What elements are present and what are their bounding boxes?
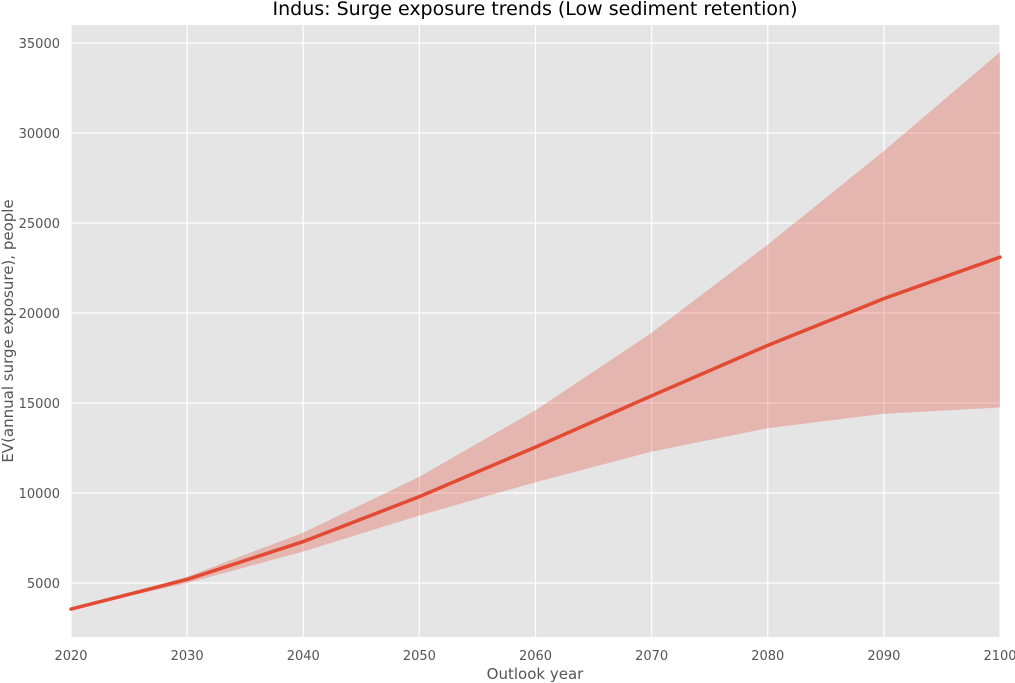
x-tick-label: 2060 xyxy=(519,649,552,664)
y-tick-labels: 5000 10000 15000 20000 25000 30000 35000 xyxy=(19,37,60,592)
series-line-layer xyxy=(69,255,1002,611)
y-tick-label: 35000 xyxy=(19,37,60,52)
confidence-band-layer xyxy=(71,52,1000,610)
x-tick-label: 2020 xyxy=(54,649,87,664)
grid xyxy=(70,25,1001,637)
x-axis-label: Outlook year xyxy=(487,665,584,683)
x-tick-labels: 2020 2030 2040 2050 2060 2070 2080 2090 2100 xyxy=(54,649,1015,664)
y-tick-label: 20000 xyxy=(19,307,60,322)
x-tick-label: 2040 xyxy=(287,649,320,664)
y-tick-label: 15000 xyxy=(19,397,60,412)
chart-title: Indus: Surge exposure trends (Low sedime… xyxy=(273,0,798,20)
y-tick-label: 25000 xyxy=(19,217,60,232)
series-line xyxy=(69,255,1002,611)
confidence-band xyxy=(71,52,1000,610)
y-tick-label: 10000 xyxy=(19,487,60,502)
x-tick-label: 2070 xyxy=(635,649,668,664)
y-tick-label: 30000 xyxy=(19,127,60,142)
x-tick-label: 2100 xyxy=(983,649,1015,664)
x-tick-label: 2030 xyxy=(171,649,204,664)
x-tick-label: 2080 xyxy=(751,649,784,664)
x-tick-label: 2050 xyxy=(403,649,436,664)
y-tick-label: 5000 xyxy=(27,577,60,592)
x-tick-label: 2090 xyxy=(867,649,900,664)
y-axis-label: EV(annual surge exposure), people xyxy=(0,199,17,462)
